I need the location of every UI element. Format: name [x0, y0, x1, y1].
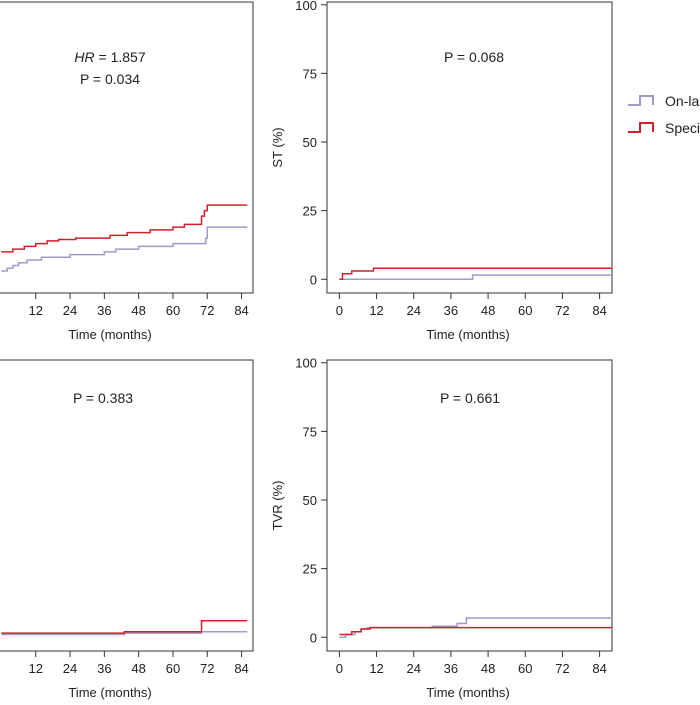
- x-tick-label: 72: [555, 661, 569, 676]
- x-tick-label: 24: [407, 661, 421, 676]
- annotation-value: P = 0.034: [80, 71, 140, 87]
- plot-frame: [326, 359, 613, 652]
- x-tick-label: 84: [592, 661, 606, 676]
- legend: On-la Speci: [628, 93, 700, 136]
- y-tick-label: 50: [303, 135, 317, 150]
- y-axis-label: ST (%): [270, 127, 285, 167]
- x-axis-label: Time (months): [68, 685, 151, 700]
- panel-bottom-left: 12 24 36 48 60 72 84 Time (months) P = 0.383: [0, 359, 254, 700]
- annotation-text: P = 0.034: [80, 71, 140, 87]
- x-tick-label: 72: [200, 303, 214, 318]
- series-line-1: [1, 226, 248, 272]
- y-tick-label: 50: [303, 493, 317, 508]
- x-tick-label: 0: [336, 661, 343, 676]
- legend-label: On-la: [665, 93, 699, 109]
- x-tick-label: 60: [518, 303, 532, 318]
- annotation-text: P = 0.661: [440, 390, 500, 406]
- x-tick-label: 60: [166, 661, 180, 676]
- annotation-value: P = 0.383: [73, 390, 133, 406]
- x-tick-label: 12: [369, 303, 383, 318]
- x-tick-label: 36: [97, 661, 111, 676]
- series-line-2: [1, 204, 248, 253]
- panel-top-left: 12 24 36 48 60 72 84 Time (months) HR = 1.857 P =…: [0, 1, 254, 342]
- y-tick-label: 25: [303, 562, 317, 577]
- y-tick-label: 0: [310, 272, 317, 287]
- x-tick-label: 36: [444, 303, 458, 318]
- x-tick-label: 48: [131, 303, 145, 318]
- series-line-2: [339, 267, 612, 281]
- legend-label: Speci: [665, 120, 700, 136]
- y-tick-label: 0: [310, 630, 317, 645]
- x-tick-label: 0: [336, 303, 343, 318]
- y-tick-label: 75: [303, 66, 317, 81]
- plot-frame: [0, 359, 254, 652]
- x-tick-label: 84: [592, 303, 606, 318]
- x-tick-label: 24: [63, 661, 77, 676]
- x-axis-label: Time (months): [68, 327, 151, 342]
- x-tick-label: 48: [131, 661, 145, 676]
- annotation-text: P = 0.383: [73, 390, 133, 406]
- panel-top-right: 0 12 24 36 48 60 72 84 Time (months) 0 25 50 75 100 ST…: [270, 0, 613, 342]
- x-tick-label: 24: [407, 303, 421, 318]
- series-line-2: [339, 626, 612, 636]
- legend-swatch-2: [628, 122, 654, 133]
- legend-swatch-1: [628, 95, 654, 106]
- y-tick-label: 100: [295, 356, 317, 371]
- x-tick-label: 48: [481, 303, 495, 318]
- annotation-value: = 1.857: [95, 49, 146, 65]
- series-line-2: [1, 620, 248, 634]
- y-tick-label: 25: [303, 204, 317, 219]
- annotation-text: P = 0.068: [444, 49, 504, 65]
- x-tick-label: 84: [234, 661, 248, 676]
- x-tick-label: 12: [29, 661, 43, 676]
- x-axis-label: Time (months): [426, 327, 509, 342]
- x-tick-label: 36: [444, 661, 458, 676]
- x-tick-label: 60: [518, 661, 532, 676]
- x-tick-label: 72: [555, 303, 569, 318]
- y-axis-label: TVR (%): [270, 481, 285, 531]
- y-tick-label: 100: [295, 0, 317, 13]
- panel-bottom-right: 0 12 24 36 48 60 72 84 Time (months) 0 25 50 75 100 TV…: [270, 356, 613, 700]
- plot-frame: [0, 1, 254, 294]
- annotation-text: HR = 1.857: [74, 49, 145, 65]
- x-tick-label: 60: [166, 303, 180, 318]
- annotation-value: P = 0.661: [440, 390, 500, 406]
- plot-frame: [326, 1, 613, 294]
- x-tick-label: 84: [234, 303, 248, 318]
- annotation-value: P = 0.068: [444, 49, 504, 65]
- x-tick-label: 12: [29, 303, 43, 318]
- series-line-1: [339, 274, 612, 281]
- x-tick-label: 12: [369, 661, 383, 676]
- x-tick-label: 36: [97, 303, 111, 318]
- x-axis-label: Time (months): [426, 685, 509, 700]
- x-tick-label: 72: [200, 661, 214, 676]
- series-line-1: [1, 631, 248, 636]
- x-tick-label: 24: [63, 303, 77, 318]
- x-tick-label: 48: [481, 661, 495, 676]
- annotation-italic: HR: [74, 49, 94, 65]
- y-tick-label: 75: [303, 424, 317, 439]
